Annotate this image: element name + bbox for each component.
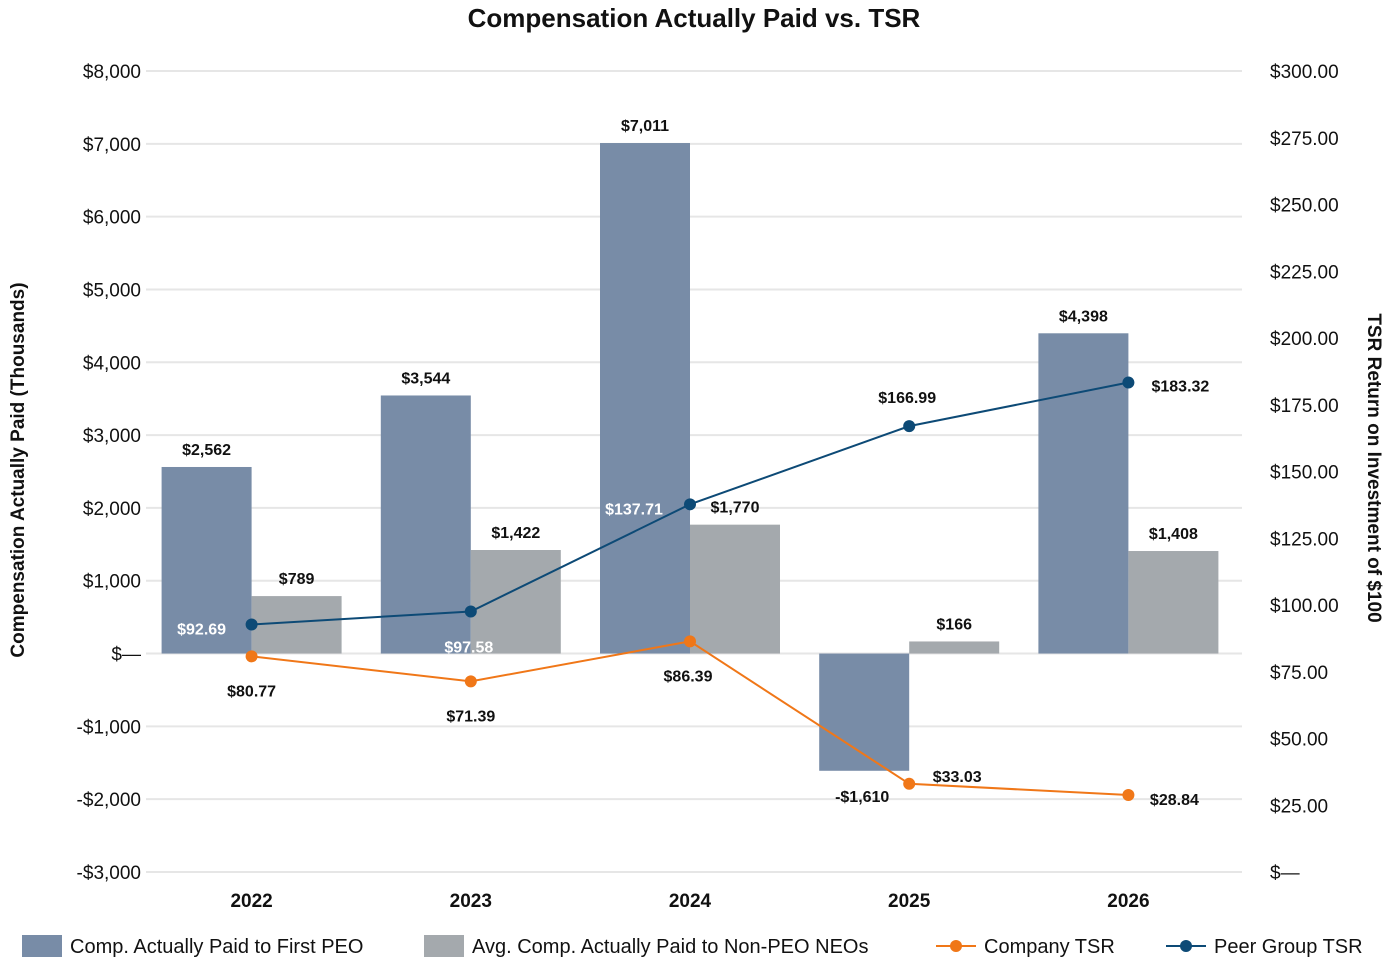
company-tsr-data-label: $28.84 bbox=[1150, 792, 1199, 809]
bar-data-label: $7,011 bbox=[621, 118, 669, 135]
right-axis-tick-label: $150.00 bbox=[1270, 463, 1339, 484]
legend-label-comp-actually-paid-to-first-peo: Comp. Actually Paid to First PEO bbox=[70, 936, 363, 958]
left-axis-tick-label: $2,000 bbox=[83, 499, 141, 520]
chart-title: Compensation Actually Paid vs. TSR bbox=[468, 3, 921, 33]
right-axis-tick-label: $100.00 bbox=[1270, 596, 1339, 617]
right-axis-tick-label: $300.00 bbox=[1270, 62, 1339, 83]
bar-non-peo-neos bbox=[251, 596, 342, 654]
bar-data-label: $4,398 bbox=[1059, 308, 1108, 325]
peer-group-tsr-point bbox=[903, 420, 916, 433]
legend-label-company-tsr: Company TSR bbox=[984, 936, 1115, 958]
company-tsr-point bbox=[245, 650, 258, 663]
left-axis-tick-label: $3,000 bbox=[83, 426, 141, 447]
peer-group-tsr-point bbox=[1122, 376, 1135, 389]
right-axis-tick-label: $225.00 bbox=[1270, 262, 1339, 283]
legend-swatch-comp-actually-paid-to-first-peo bbox=[22, 935, 62, 957]
company-tsr-point bbox=[1122, 788, 1135, 801]
x-axis-category-label: 2025 bbox=[888, 891, 931, 912]
left-axis-tick-label: $1,000 bbox=[83, 572, 141, 593]
peer-group-tsr-point bbox=[464, 605, 477, 618]
company-tsr-point bbox=[464, 675, 477, 688]
company-tsr-data-label: $80.77 bbox=[227, 683, 276, 700]
tsr-lines bbox=[245, 376, 1135, 801]
data-labels: $2,562 $3,544 $7,011 -$1,610 $4,398 $789 $1,42… bbox=[177, 118, 1209, 809]
bar-first-peo bbox=[1038, 333, 1129, 654]
left-axis-tick-label: $7,000 bbox=[83, 135, 141, 156]
x-axis-category-label: 2022 bbox=[230, 891, 272, 912]
left-axis-title: Compensation Actually Paid (Thousands) bbox=[8, 282, 29, 657]
bar-non-peo-neos bbox=[1128, 551, 1219, 654]
bar-non-peo-neos bbox=[470, 549, 561, 654]
right-axis-tick-label: $25.00 bbox=[1270, 796, 1328, 817]
bars bbox=[161, 143, 1219, 771]
legend-label-avg-comp-actually-paid-to-non-peo-neos: Avg. Comp. Actually Paid to Non-PEO NEOs bbox=[472, 936, 868, 958]
right-axis-tick-label: $250.00 bbox=[1270, 196, 1339, 217]
bar-data-label: $2,562 bbox=[182, 442, 231, 459]
legend-swatch-avg-comp-actually-paid-to-non-peo-neos bbox=[424, 935, 464, 957]
left-axis-tick-label: $8,000 bbox=[83, 62, 141, 83]
right-axis-tick-label: $50.00 bbox=[1270, 730, 1328, 751]
left-axis-tick-label: -$1,000 bbox=[77, 717, 141, 738]
left-axis-tick-label: -$2,000 bbox=[77, 790, 141, 811]
right-axis-tick-label: $125.00 bbox=[1270, 529, 1339, 550]
bar-first-peo bbox=[380, 395, 471, 654]
axes: $8,000 $7,000 $6,000 $5,000 $4,000 $3,000 $2,0… bbox=[77, 62, 1339, 912]
left-axis-tick-label: -$3,000 bbox=[77, 863, 141, 884]
bar-non-peo-neos bbox=[909, 641, 1000, 654]
company-tsr-data-label: $71.39 bbox=[446, 708, 495, 725]
peer-group-tsr-point bbox=[245, 618, 258, 631]
x-axis-category-label: 2026 bbox=[1107, 891, 1149, 912]
bar-data-label: -$1,610 bbox=[835, 789, 889, 806]
bar-data-label: $1,770 bbox=[711, 500, 760, 517]
bar-non-peo-neos bbox=[690, 524, 780, 654]
bar-data-label: $3,544 bbox=[401, 370, 450, 387]
peer-group-tsr-data-label: $183.32 bbox=[1151, 379, 1209, 396]
peer-group-tsr-data-label: $97.58 bbox=[444, 639, 493, 656]
left-axis-tick-label: $6,000 bbox=[83, 208, 141, 229]
company-tsr-line bbox=[251, 640, 1129, 796]
legend-marker-peer-group-tsr bbox=[1180, 940, 1192, 952]
left-axis-tick-label: $4,000 bbox=[83, 353, 141, 374]
bar-first-peo bbox=[600, 143, 690, 654]
company-tsr-point bbox=[903, 777, 916, 790]
bar-first-peo bbox=[161, 466, 252, 654]
bar-data-label: $166 bbox=[936, 616, 972, 633]
bar-data-label: $789 bbox=[279, 571, 315, 588]
legend-marker-company-tsr bbox=[950, 940, 962, 952]
bar-data-label: $1,408 bbox=[1149, 526, 1198, 543]
bar-data-label: $1,422 bbox=[491, 525, 540, 542]
right-axis-tick-label: $275.00 bbox=[1270, 129, 1339, 150]
bar-first-peo bbox=[819, 653, 910, 771]
right-axis-tick-label: $175.00 bbox=[1270, 396, 1339, 417]
peer-group-tsr-point bbox=[684, 498, 696, 511]
peer-group-tsr-data-label: $92.69 bbox=[177, 622, 226, 639]
right-axis-tick-label: $75.00 bbox=[1270, 663, 1328, 684]
right-axis-tick-label: $200.00 bbox=[1270, 329, 1339, 350]
x-axis-category-label: 2023 bbox=[450, 891, 492, 912]
right-axis-title: TSR Return on Investment of $100 bbox=[1363, 313, 1384, 622]
legend: Comp. Actually Paid to First PEO Avg. Com… bbox=[22, 935, 1363, 958]
company-tsr-data-label: $33.03 bbox=[933, 769, 982, 786]
left-axis-tick-label: $5,000 bbox=[83, 280, 141, 301]
peer-group-tsr-data-label: $137.71 bbox=[605, 501, 663, 518]
company-tsr-data-label: $86.39 bbox=[664, 668, 713, 685]
left-axis-tick-label: $— bbox=[111, 645, 141, 666]
peer-group-tsr-data-label: $166.99 bbox=[878, 390, 936, 407]
x-axis-category-label: 2024 bbox=[669, 891, 712, 912]
right-axis-tick-label: $— bbox=[1270, 863, 1300, 884]
legend-label-peer-group-tsr: Peer Group TSR bbox=[1214, 936, 1363, 958]
company-tsr-point bbox=[684, 635, 696, 648]
